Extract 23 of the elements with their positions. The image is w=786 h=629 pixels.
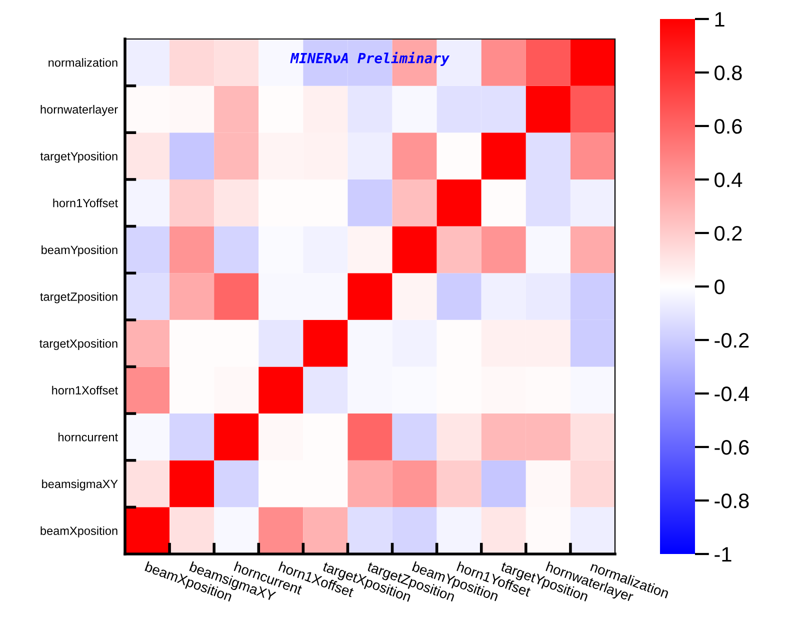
color-bar-label: -1: [714, 547, 732, 562]
y-tick-label: horn1Yoffset: [53, 198, 118, 208]
y-tick-label: beamYposition: [42, 245, 118, 256]
y-tick-label: hornwaterlayer: [40, 104, 118, 116]
y-tick-label: beamsigmaXY: [42, 479, 118, 490]
color-bar-label: -0.4: [714, 386, 750, 402]
color-bar-label: 1: [715, 12, 724, 27]
y-tick-label: targetZposition: [40, 292, 118, 304]
color-bar-label: 0.2: [714, 226, 742, 241]
color-bar-label: -0.8: [714, 494, 749, 508]
y-tick-label: targetXposition: [39, 339, 118, 350]
color-bar-label: 0.6: [714, 119, 742, 134]
color-bar-label: -0.2: [714, 333, 749, 348]
y-tick-label: horncurrent: [58, 432, 118, 442]
color-bar-label: 0: [714, 280, 725, 294]
color-bar-label: 0.4: [714, 172, 742, 188]
color-bar-label: -0.6: [714, 440, 749, 455]
annotation: MINERνA Preliminary: [290, 52, 450, 66]
y-tick-label: horn1Xoffset: [52, 386, 118, 395]
y-tick-label: normalization: [48, 58, 118, 67]
y-tick-label: beamXposition: [40, 526, 118, 538]
color-bar-label: 0.8: [714, 66, 742, 80]
y-tick-label: targetYposition: [40, 152, 118, 163]
